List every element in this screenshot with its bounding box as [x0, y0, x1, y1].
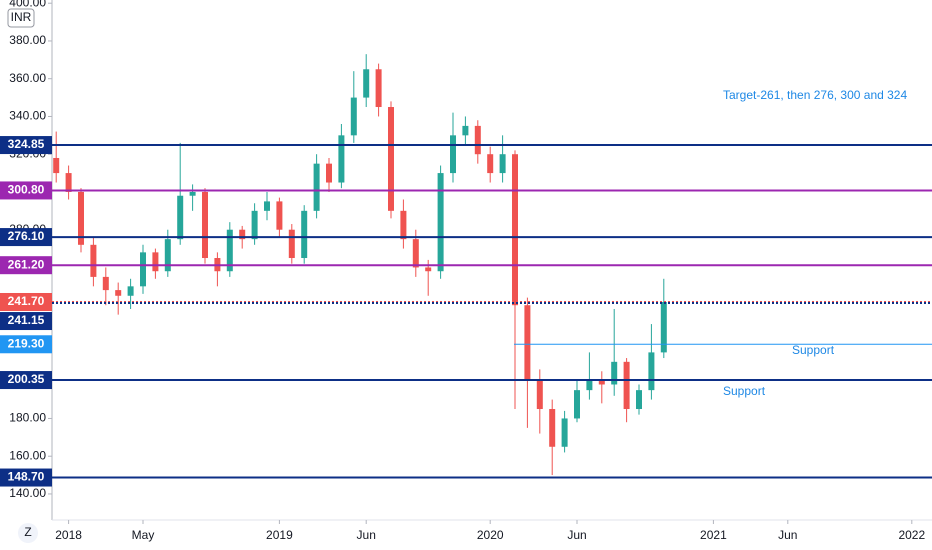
candle-body [140, 252, 146, 287]
level-label-bg [0, 136, 52, 155]
x-tick-label: Jun [778, 528, 797, 542]
candle-body [313, 163, 320, 211]
level-label: 241.70 [8, 294, 45, 308]
level-label: 324.85 [8, 137, 45, 151]
y-tick-label: 140.00 [9, 486, 46, 500]
level-label: 200.35 [8, 372, 45, 386]
candle-body [474, 125, 481, 155]
candle-body [301, 210, 308, 259]
level-label-bg [0, 312, 52, 331]
y-tick-label: 400.00 [9, 0, 46, 9]
reset-button-bg[interactable] [18, 523, 38, 543]
candle-body [326, 163, 332, 183]
x-tick-label: 2018 [55, 528, 82, 542]
candle-body [425, 267, 432, 272]
candle-body [251, 210, 258, 240]
annotation: Target-261, then 276, 300 and 324 [723, 88, 907, 102]
candle-body [574, 390, 580, 419]
x-tick-label: May [132, 528, 155, 542]
candle-body [164, 239, 171, 272]
candle-body [412, 239, 419, 268]
candle-body [512, 154, 518, 306]
y-tick-label: 160.00 [9, 448, 46, 462]
candle-body [239, 229, 246, 240]
candle-body [226, 229, 233, 272]
candle-body [53, 157, 60, 174]
candle-body [363, 69, 370, 98]
candle-body [264, 201, 270, 211]
reset-button-label[interactable]: Z [24, 525, 31, 539]
candle-body [90, 244, 97, 277]
candle-body [202, 191, 208, 259]
candle-body [127, 286, 134, 296]
level-label: 241.15 [8, 313, 45, 327]
candle-body [65, 173, 72, 192]
y-tick-label: 180.00 [9, 411, 46, 425]
x-tick-label: Jun [567, 528, 586, 542]
candle-body [536, 380, 543, 410]
y-tick-label: 340.00 [9, 109, 46, 123]
level-label-bg [0, 292, 52, 311]
x-tick-label: 2022 [898, 528, 925, 542]
candle-body [78, 191, 84, 245]
y-tick-label: 360.00 [9, 71, 46, 85]
level-label-bg [0, 335, 52, 354]
candle-body [152, 252, 159, 272]
candle-body [499, 154, 506, 174]
annotation: Support [792, 343, 835, 357]
x-tick-label: 2020 [477, 528, 504, 542]
level-label-bg [0, 181, 52, 200]
x-tick-label: Jun [357, 528, 376, 542]
level-label: 300.80 [8, 183, 45, 197]
candle-body [623, 361, 630, 410]
candle-body [102, 276, 109, 291]
level-label-bg [0, 468, 52, 487]
candle-body [276, 201, 283, 230]
candle-body [586, 380, 593, 391]
y-tick-label: 380.00 [9, 33, 46, 47]
candle-body [561, 418, 568, 447]
candle-body [115, 290, 122, 296]
level-label-bg [0, 228, 52, 247]
candle-body [598, 380, 605, 385]
level-label: 261.20 [8, 257, 45, 271]
candle-body [462, 125, 469, 136]
unit-label: INR [11, 10, 32, 24]
candle-body [487, 154, 494, 174]
candle-body [437, 173, 444, 272]
candle-body [388, 107, 394, 211]
candle-body [549, 409, 556, 447]
candle-body [350, 97, 357, 136]
candle-body [177, 195, 184, 240]
level-label: 148.70 [8, 470, 45, 484]
level-label: 219.30 [8, 336, 45, 350]
x-tick-label: 2021 [700, 528, 727, 542]
candle-body [400, 210, 407, 240]
candle-body [524, 305, 531, 381]
candle-body [338, 135, 345, 183]
level-label: 276.10 [8, 229, 45, 243]
candle-body [189, 191, 196, 196]
candle-body [611, 361, 618, 385]
candle-body [450, 135, 456, 174]
candle-body [660, 301, 667, 353]
level-label-bg [0, 371, 52, 390]
unit-box [7, 8, 35, 28]
candle-body [288, 229, 295, 259]
reset-button[interactable]: Z [18, 523, 38, 543]
annotation: Support [723, 384, 766, 398]
level-label-bg [0, 256, 52, 275]
candle-body [636, 390, 642, 410]
candle-body [648, 352, 655, 391]
candle-body [375, 69, 382, 108]
x-tick-label: 2019 [266, 528, 293, 542]
